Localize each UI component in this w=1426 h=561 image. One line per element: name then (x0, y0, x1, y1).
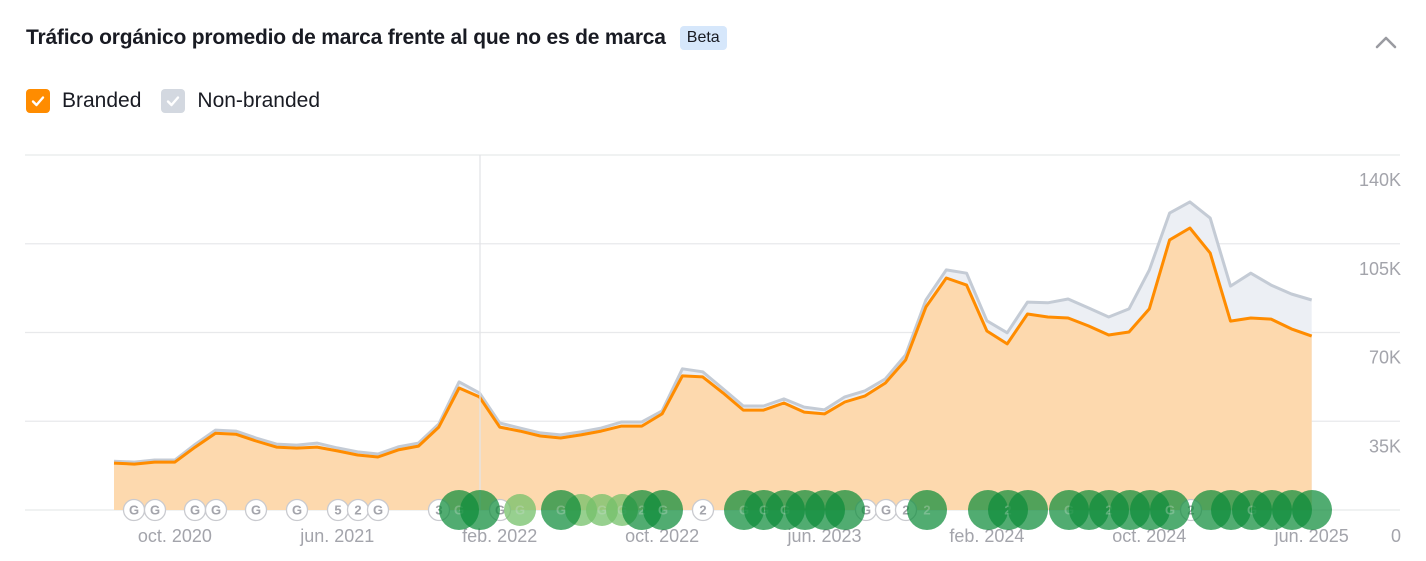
svg-text:G: G (211, 503, 221, 518)
nonbranded-line (113, 200, 1313, 464)
svg-text:2: 2 (699, 503, 706, 518)
y-tick-label: 0 (1391, 526, 1401, 546)
legend-label-branded: Branded (62, 89, 142, 112)
svg-text:G: G (881, 503, 891, 518)
svg-text:2: 2 (1105, 503, 1112, 518)
event-marker[interactable]: 2 (907, 490, 947, 530)
chart-legend: Branded Non-branded (26, 89, 340, 113)
event-marker[interactable]: G (874, 498, 898, 522)
svg-text:G: G (190, 503, 200, 518)
nonbranded-checkbox[interactable] (161, 89, 186, 113)
branded-checkbox[interactable] (26, 89, 50, 113)
x-tick-label: jun. 2025 (1274, 526, 1349, 546)
svg-text:2: 2 (354, 503, 361, 518)
y-tick-label: 70K (1369, 348, 1401, 368)
x-axis: oct. 2020 jun. 2021 feb. 2022 oct. 2022 jun.… (138, 526, 1349, 546)
svg-text:G: G (861, 503, 871, 518)
svg-text:2: 2 (638, 503, 645, 518)
svg-text:G: G (556, 503, 566, 518)
legend-nonbranded-toggle[interactable]: Non-branded (161, 89, 320, 113)
collapse-button[interactable] (1372, 28, 1400, 56)
event-marker[interactable] (460, 490, 500, 530)
event-marker[interactable]: 5 (326, 498, 350, 522)
checkmark-icon (31, 96, 45, 107)
branded-line (113, 226, 1313, 466)
event-marker[interactable]: G (541, 490, 581, 530)
event-marker[interactable]: G (643, 490, 683, 530)
event-marker[interactable]: G (183, 498, 207, 522)
svg-text:G: G (150, 503, 160, 518)
svg-text:G: G (597, 503, 607, 518)
chart-areas (113, 200, 1313, 510)
event-marker[interactable] (825, 490, 865, 530)
event-marker[interactable] (1292, 490, 1332, 530)
chevron-up-icon (1375, 36, 1397, 49)
event-marker[interactable]: G (366, 498, 390, 522)
svg-text:G: G (251, 503, 261, 518)
event-marker[interactable]: 2 (691, 498, 715, 522)
beta-badge: Beta (679, 26, 727, 50)
legend-label-nonbranded: Non-branded (197, 89, 320, 112)
x-tick-label: oct. 2022 (625, 526, 699, 546)
svg-text:G: G (292, 503, 302, 518)
svg-text:5: 5 (334, 503, 341, 518)
y-axis: 0 35K 70K 105K 140K (1359, 170, 1401, 546)
y-tick-label: 35K (1369, 436, 1401, 456)
event-marker[interactable]: G (244, 498, 268, 522)
x-tick-label: feb. 2022 (462, 526, 537, 546)
chart-title: Tráfico orgánico promedio de marca frent… (26, 26, 666, 49)
x-tick-label: oct. 2020 (138, 526, 212, 546)
y-tick-label: 105K (1359, 259, 1401, 279)
event-marker[interactable]: G (143, 498, 167, 522)
event-marker[interactable]: G (122, 498, 146, 522)
event-marker[interactable]: G (204, 498, 228, 522)
event-marker[interactable] (1008, 490, 1048, 530)
branded-area (114, 228, 1312, 510)
event-marker[interactable]: G (1150, 490, 1190, 530)
x-tick-label: jun. 2021 (299, 526, 374, 546)
svg-text:2: 2 (902, 503, 909, 518)
event-marker[interactable]: G (285, 498, 309, 522)
svg-text:G: G (373, 503, 383, 518)
x-tick-label: feb. 2024 (949, 526, 1024, 546)
checkmark-icon (167, 96, 180, 107)
event-marker[interactable]: 2 (346, 498, 370, 522)
y-tick-label: 140K (1359, 170, 1401, 190)
legend-branded-toggle[interactable]: Branded (26, 89, 141, 113)
svg-text:G: G (129, 503, 139, 518)
svg-text:G: G (658, 503, 668, 518)
x-tick-label: oct. 2024 (1112, 526, 1186, 546)
svg-text:G: G (454, 503, 464, 518)
x-tick-label: jun. 2023 (786, 526, 861, 546)
svg-text:G: G (1165, 503, 1175, 518)
svg-text:G: G (515, 503, 525, 518)
svg-text:2: 2 (923, 503, 930, 518)
event-markers[interactable]: GGGGGG52G3G2GG22GGGGG2GGGG22G2GG (122, 490, 1333, 530)
widget-header: Tráfico orgánico promedio de marca frent… (26, 26, 727, 50)
svg-text:G: G (759, 503, 769, 518)
event-marker[interactable]: G (504, 494, 536, 526)
